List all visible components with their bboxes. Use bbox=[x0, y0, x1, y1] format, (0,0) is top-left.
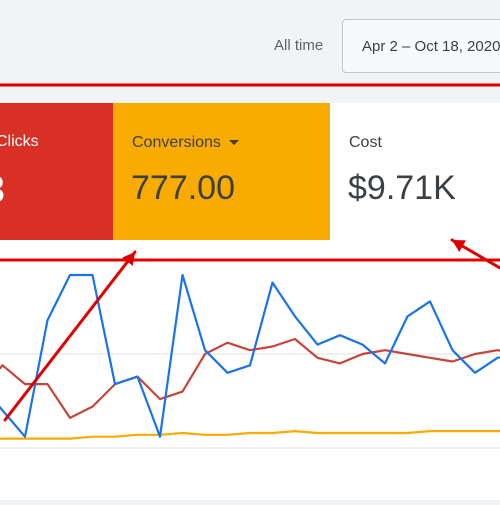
scorecard-conversions-value: 777.00 bbox=[131, 169, 235, 207]
performance-chart-svg bbox=[0, 273, 500, 449]
scorecard-cost-label: Cost bbox=[349, 134, 382, 151]
top-bar: All time Apr 2 – Oct 18, 2020 bbox=[0, 0, 500, 85]
scorecard-conversions-header[interactable]: Conversions bbox=[132, 134, 239, 152]
date-range-value: Apr 2 – Oct 18, 2020 bbox=[362, 38, 500, 55]
caret-down-icon[interactable] bbox=[228, 140, 239, 146]
scorecard-clicks-value: 3 bbox=[0, 169, 5, 212]
scorecard-conversions[interactable]: Conversions 777.00 bbox=[113, 103, 330, 240]
scorecard-conversions-label: Conversions bbox=[132, 134, 221, 151]
scorecards: Clicks 3 Conversions 777.00 Cost $9.71K bbox=[0, 103, 500, 240]
date-range-label: All time bbox=[274, 37, 324, 54]
chart-series-line-1 bbox=[0, 337, 500, 419]
scorecard-cost-value: $9.71K bbox=[348, 169, 456, 207]
date-range-picker[interactable]: Apr 2 – Oct 18, 2020 bbox=[342, 19, 500, 73]
scorecard-clicks-label: Clicks bbox=[0, 133, 39, 150]
scorecard-cost[interactable]: Cost $9.71K bbox=[330, 103, 500, 240]
scorecard-clicks[interactable]: Clicks 3 bbox=[0, 103, 113, 240]
chart-series-line-2 bbox=[0, 430, 500, 440]
performance-chart bbox=[0, 240, 500, 500]
